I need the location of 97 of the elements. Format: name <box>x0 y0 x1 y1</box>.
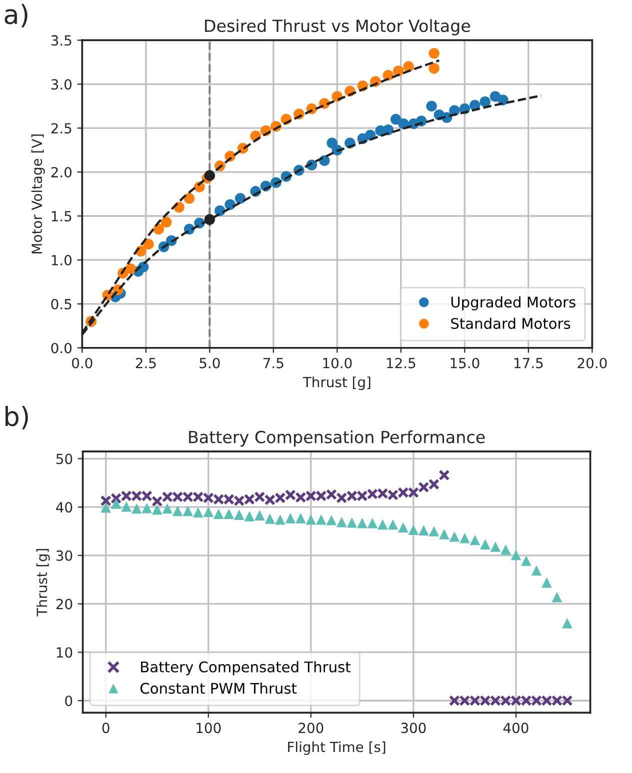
y-tick-label: 0.5 <box>51 298 72 310</box>
x-tick-label: 200 <box>298 722 324 734</box>
y-tick-label: 50 <box>56 454 72 464</box>
x-tick-label: 2.5 <box>136 358 156 368</box>
point <box>224 508 234 519</box>
point <box>160 216 172 228</box>
x-tick-label: 0.0 <box>72 358 92 368</box>
x-tick-label: 20.0 <box>578 358 607 368</box>
x-tick-label: 300 <box>401 722 426 734</box>
point <box>562 618 572 628</box>
point <box>388 519 398 530</box>
point <box>143 238 154 250</box>
point <box>296 513 306 524</box>
point <box>172 506 183 516</box>
point <box>542 577 552 588</box>
y-tick-label: 0 <box>65 696 72 706</box>
y-tick-label: 20 <box>56 598 72 610</box>
text: b) <box>6 406 28 430</box>
point <box>184 193 195 204</box>
x-axis-title: Flight Time [s] <box>288 741 386 755</box>
point <box>203 506 214 518</box>
point <box>346 517 358 528</box>
legend-label: Battery Compensated Thrust <box>141 661 351 676</box>
point <box>121 501 132 512</box>
point <box>418 525 429 536</box>
chart-title: Desired Thrust vs Motor Voltage <box>205 19 470 36</box>
point <box>100 502 112 513</box>
point <box>426 100 437 112</box>
point <box>142 502 152 514</box>
point <box>480 96 490 108</box>
point <box>460 532 470 544</box>
x-tick-label: 15.0 <box>450 358 480 368</box>
y-tick-label: 10 <box>56 647 72 658</box>
point <box>449 531 460 542</box>
point <box>182 506 194 516</box>
x-tick-label: 17.5 <box>514 358 543 368</box>
y-axis-title: Motor Voltage [V] <box>31 134 45 254</box>
point <box>131 503 142 514</box>
legend-label: Upgraded Motors <box>451 296 576 310</box>
point <box>531 565 542 576</box>
point <box>244 511 255 522</box>
y-tick-label: 3.5 <box>51 35 72 46</box>
y-tick-label: 30 <box>56 550 72 561</box>
point <box>552 592 562 602</box>
chart-title: Battery Compensation Performance <box>189 430 485 447</box>
point <box>110 498 122 509</box>
point <box>378 519 388 530</box>
x-tick-label: 10.0 <box>323 358 352 368</box>
point <box>275 514 286 525</box>
y-tick-label: 40 <box>56 502 72 513</box>
point <box>306 514 316 525</box>
point <box>285 513 296 524</box>
y-tick-label: 1.5 <box>52 211 72 222</box>
point <box>326 514 337 526</box>
point <box>428 48 440 59</box>
y-tick-label: 1.0 <box>52 254 72 266</box>
point <box>490 542 501 552</box>
point <box>254 510 265 520</box>
x-tick-label: 12.5 <box>386 358 416 368</box>
point <box>264 514 276 524</box>
y-tick-label: 2.0 <box>51 167 72 178</box>
point <box>408 524 419 535</box>
text: a) <box>4 4 28 28</box>
x-tick-label: 7.5 <box>264 358 284 368</box>
point <box>316 514 326 525</box>
y-tick-label: 2.5 <box>51 123 72 134</box>
point <box>162 503 173 514</box>
x-axis-title: Thrust [g] <box>302 376 370 390</box>
point <box>192 507 204 518</box>
point <box>428 62 440 74</box>
point <box>152 504 162 515</box>
point <box>428 526 440 536</box>
point <box>500 544 511 555</box>
x-tick-label: 400 <box>503 722 528 734</box>
point <box>521 556 532 566</box>
x-tick-label: 100 <box>196 722 221 734</box>
x-tick-label: 0 <box>102 722 110 734</box>
point <box>125 263 136 274</box>
point <box>470 534 480 546</box>
y-axis-title: Thrust [g] <box>36 548 50 616</box>
point <box>213 508 224 519</box>
point <box>336 516 347 528</box>
point <box>153 224 164 235</box>
point <box>439 529 450 540</box>
legend-label: Constant PWM Thrust <box>140 682 297 694</box>
point <box>438 470 450 481</box>
y-tick-label: 0.0 <box>51 342 72 354</box>
point <box>357 518 368 528</box>
point <box>390 114 402 125</box>
point <box>510 550 522 560</box>
x-tick-label: 5.0 <box>200 358 220 368</box>
point <box>398 522 408 533</box>
legend-label: Standard Motors <box>451 318 570 329</box>
point <box>367 518 378 528</box>
y-tick-label: 3.0 <box>51 79 72 90</box>
point <box>480 539 490 550</box>
point <box>234 510 244 520</box>
